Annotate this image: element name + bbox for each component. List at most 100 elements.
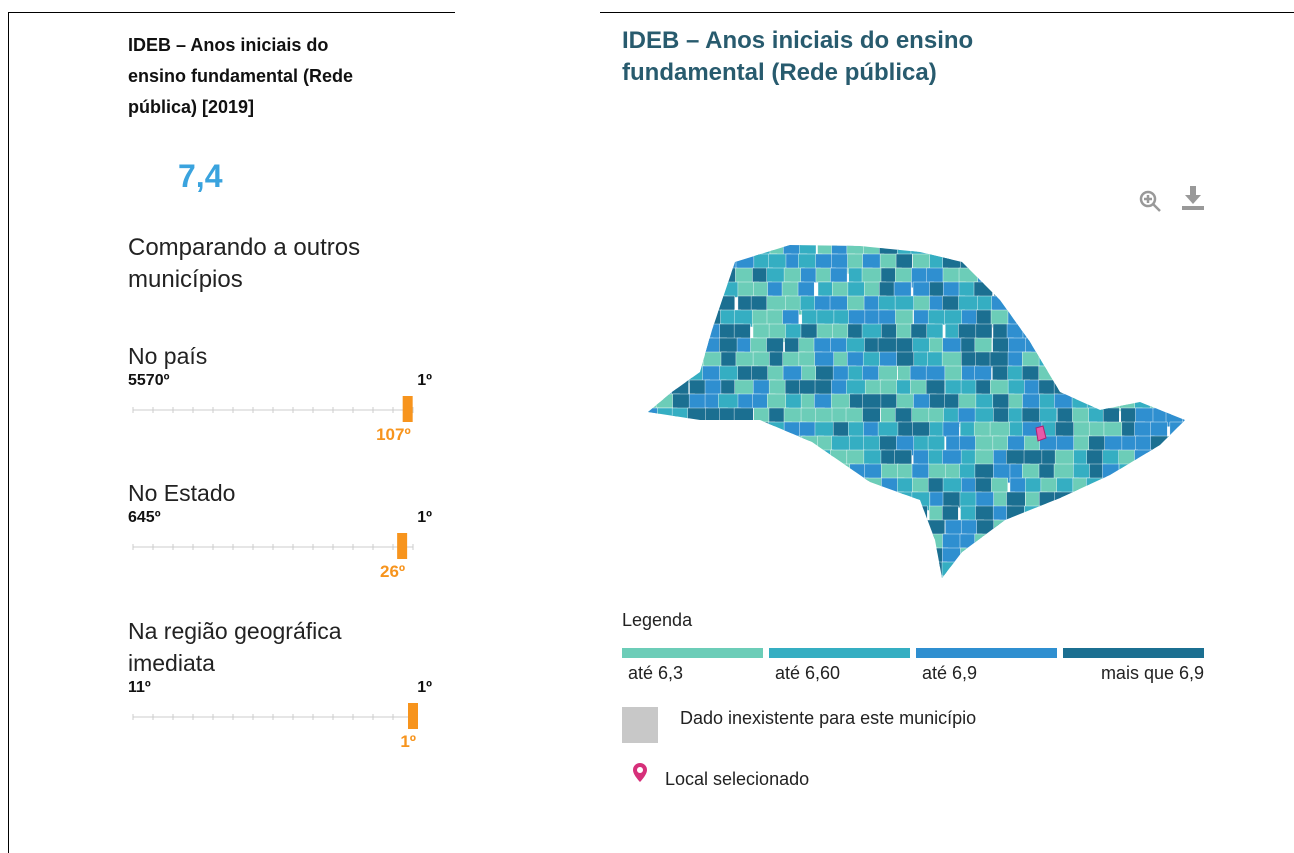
map-cell [1055, 421, 1075, 437]
map-cell [1118, 463, 1142, 483]
map-cell [785, 393, 804, 409]
map-cell [1105, 245, 1129, 256]
map-cell [669, 323, 692, 340]
map-cell [704, 309, 722, 327]
map-cell [1169, 449, 1185, 469]
map-cell [1055, 295, 1077, 313]
map-cell [1183, 449, 1185, 468]
map-cell [1167, 351, 1185, 371]
map-cell [896, 519, 918, 537]
map-cell [703, 253, 725, 274]
map-cell [719, 449, 742, 467]
map-cell [1121, 533, 1141, 550]
map-cell [1184, 491, 1185, 512]
map-cell [1184, 393, 1185, 409]
ranking: Na região geográfica imediata 11º 1º 1º [128, 615, 432, 757]
map-cell [1040, 267, 1060, 287]
map-cell [864, 519, 882, 536]
map-cell [735, 505, 757, 525]
map-cell [1039, 505, 1061, 524]
map-cell [719, 575, 737, 578]
map-cell [896, 323, 914, 339]
map-cell [1087, 505, 1110, 524]
map-cell [648, 337, 658, 353]
map-cell [1040, 561, 1058, 578]
map-cell [1167, 295, 1185, 313]
map-cell [765, 449, 790, 466]
map-cell [1151, 449, 1173, 465]
map-cell [688, 533, 707, 552]
map-cell [752, 477, 770, 496]
map-cell [865, 547, 884, 563]
ranking-label: No Estado [128, 480, 236, 506]
map-cell [1121, 575, 1141, 578]
map-cell [703, 547, 721, 565]
map-cell [1102, 561, 1119, 577]
ranking-max: 1º [417, 372, 432, 389]
map-cell [1151, 519, 1173, 535]
map-cell [895, 547, 913, 566]
map-cell [816, 561, 837, 578]
map-cell [1150, 561, 1173, 578]
map-cell [1119, 351, 1143, 373]
map-cell [880, 491, 904, 510]
map-cell [705, 505, 725, 526]
map-cell [1119, 393, 1137, 409]
map-cell [767, 561, 791, 578]
map-cell [1025, 245, 1047, 258]
map-cell [656, 365, 680, 382]
map-cell [798, 477, 821, 494]
map-cell [862, 393, 884, 410]
map-cell [1137, 491, 1159, 510]
map-cell [1006, 505, 1025, 523]
map-cell [1118, 547, 1140, 565]
map-cell [648, 295, 657, 311]
map-cell [1182, 407, 1185, 425]
map-cell [912, 533, 931, 554]
map-cell [1102, 449, 1121, 466]
map-cell [1121, 491, 1142, 511]
map-cell [1022, 253, 1043, 269]
map-cell [654, 575, 674, 578]
map-cell [1102, 351, 1122, 369]
map-cell [1025, 267, 1046, 286]
map-cell [753, 449, 777, 467]
map-cell [1153, 379, 1178, 400]
map-cell [689, 267, 712, 288]
map-cell [909, 575, 932, 578]
map-cell [1183, 575, 1185, 578]
map-cell [720, 477, 743, 495]
map-cell [1022, 309, 1040, 330]
map-cell [720, 547, 744, 566]
map-cell [845, 407, 864, 424]
ranking-bar: 107º [132, 396, 414, 444]
map-cell [910, 505, 928, 522]
map-cell [670, 351, 692, 368]
map-cell [1089, 379, 1112, 397]
map-cell [1104, 267, 1123, 287]
map-cell [1041, 295, 1060, 315]
map-cell [1168, 505, 1185, 525]
map-cell [718, 281, 739, 298]
map-cell [1151, 295, 1170, 315]
map-cell [752, 323, 771, 339]
zoom-icon[interactable] [1139, 190, 1161, 212]
map-cell [879, 253, 899, 269]
map-cell [895, 505, 914, 522]
map-cell [734, 519, 760, 538]
map-cell [878, 561, 897, 578]
map-cell [991, 533, 1010, 554]
selected-region [1035, 425, 1047, 442]
map-cell [705, 561, 727, 578]
map-cell [993, 407, 1011, 424]
map-cell [993, 561, 1014, 577]
map-cell [687, 575, 711, 578]
map-cell [1055, 323, 1079, 340]
map-cell [1183, 245, 1185, 259]
ranking-marker [397, 533, 408, 559]
map-cell [1121, 519, 1139, 539]
map-cell [1169, 281, 1185, 300]
map-cell [1040, 533, 1060, 550]
download-icon[interactable] [1182, 186, 1204, 210]
map-cell [817, 477, 842, 494]
